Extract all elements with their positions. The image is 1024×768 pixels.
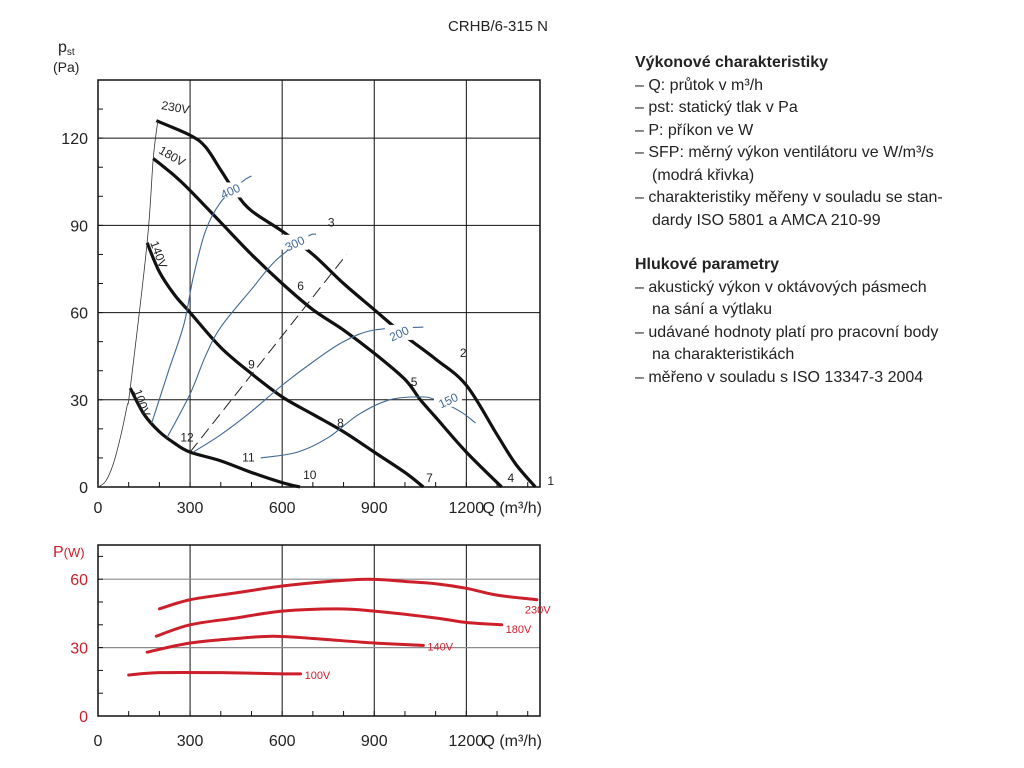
voltage-label: 100V [130,387,153,418]
y-tick-label: 120 [61,131,88,148]
note-pst: pst: statický tlak v Pa [635,97,1015,120]
series-fan-100V [128,387,301,489]
note-standards: charakteristiky měřeny v souladu se stan… [635,187,1015,210]
series-sfp-150 [260,396,476,459]
note-acoustic-cont: na sání a výtlaku [652,301,773,318]
operating-point-label: 8 [337,416,344,430]
series-limit-stall [97,120,159,488]
operating-point-label: 12 [180,430,194,444]
series-sfp-200 [192,326,424,453]
operating-point-label: 3 [328,215,335,229]
power-series-label: 100V [305,670,331,682]
series-sfp-300 [166,233,317,438]
plot-frame [97,79,541,488]
x-tick-label: 600 [269,500,296,517]
y-tick-label: 30 [70,641,88,658]
series-dashed-dashed [189,254,348,453]
note-p: P: příkon ve W [635,120,1015,143]
x-tick-label: 1200 [449,733,485,750]
y-tick-label: 0 [79,480,88,497]
note-values-cont: na charakteristikách [652,346,795,363]
operating-point-label: 5 [411,375,418,389]
y-tick-label: 0 [79,709,88,726]
series-sfp-400 [151,175,252,424]
y-axis-label: P(W) [53,544,85,561]
power-series-140V [145,634,425,654]
operating-point-label: 6 [297,279,304,293]
y-tick-label: 30 [70,393,88,410]
series-fan-230V [155,119,537,489]
operating-point-label: 4 [507,471,514,485]
x-tick-label: 300 [177,733,204,750]
noise-heading: Hlukové parametry [635,256,780,273]
power-series-label: 180V [506,624,532,636]
operating-point-label: 1 [547,474,554,488]
note-sfp-cont: (modrá křivka) [652,166,755,184]
note-acoustic: akustický výkon v oktávových pásmech [635,277,1015,300]
operating-point-label: 9 [248,358,255,372]
note-values: udávané hodnoty platí pro pracovní body [635,322,1015,345]
x-tick-label: 900 [361,733,388,750]
operating-point-label: 2 [460,346,467,360]
x-axis-label: Q (m³/h) [482,500,542,517]
legend-notes: Výkonové charakteristiky Q: průtok v m³/… [635,52,1015,389]
power-series-230V [157,577,539,611]
power-series-label: 140V [427,641,453,653]
series-fan-140V [145,242,425,489]
chart-title: CRHB/6-315 N [448,18,548,35]
note-standards-cont: dardy ISO 5801 a AMCA 210-99 [652,211,881,229]
note-iso: měřeno v souladu s ISO 13347-3 2004 [635,367,1015,390]
power-series-180V [154,607,504,638]
series-fan-180V [152,157,503,489]
operating-point-label: 10 [303,468,317,482]
y-tick-label: 60 [70,306,88,323]
x-axis-label: Q (m³/h) [482,733,542,750]
note-q: Q: průtok v m³/h [635,75,1015,98]
x-tick-label: 600 [269,733,296,750]
voltage-label: 230V [160,98,190,117]
operating-point-label: 7 [426,471,433,485]
x-tick-label: 900 [361,500,388,517]
performance-heading: Výkonové charakteristiky [635,54,828,71]
x-tick-label: 1200 [449,500,485,517]
y-tick-label: 90 [70,218,88,235]
y-axis-unit: (Pa) [53,59,79,75]
plot-frame [97,544,541,717]
note-sfp: SFP: měrný výkon ventilátoru ve W/m³/s [635,142,1015,165]
y-tick-label: 60 [70,572,88,589]
sfp-label-bg [433,391,462,407]
power-series-label: 230V [525,605,551,617]
power-series-100V [127,670,303,677]
sfp-label-bg [215,182,244,198]
operating-point-label: 11 [242,451,255,465]
x-tick-label: 0 [94,500,103,517]
y-axis-label: pst [58,39,75,58]
x-tick-label: 0 [94,733,103,750]
sfp-label-bg [280,234,309,250]
sfp-label-bg [384,324,413,340]
x-tick-label: 300 [177,500,204,517]
